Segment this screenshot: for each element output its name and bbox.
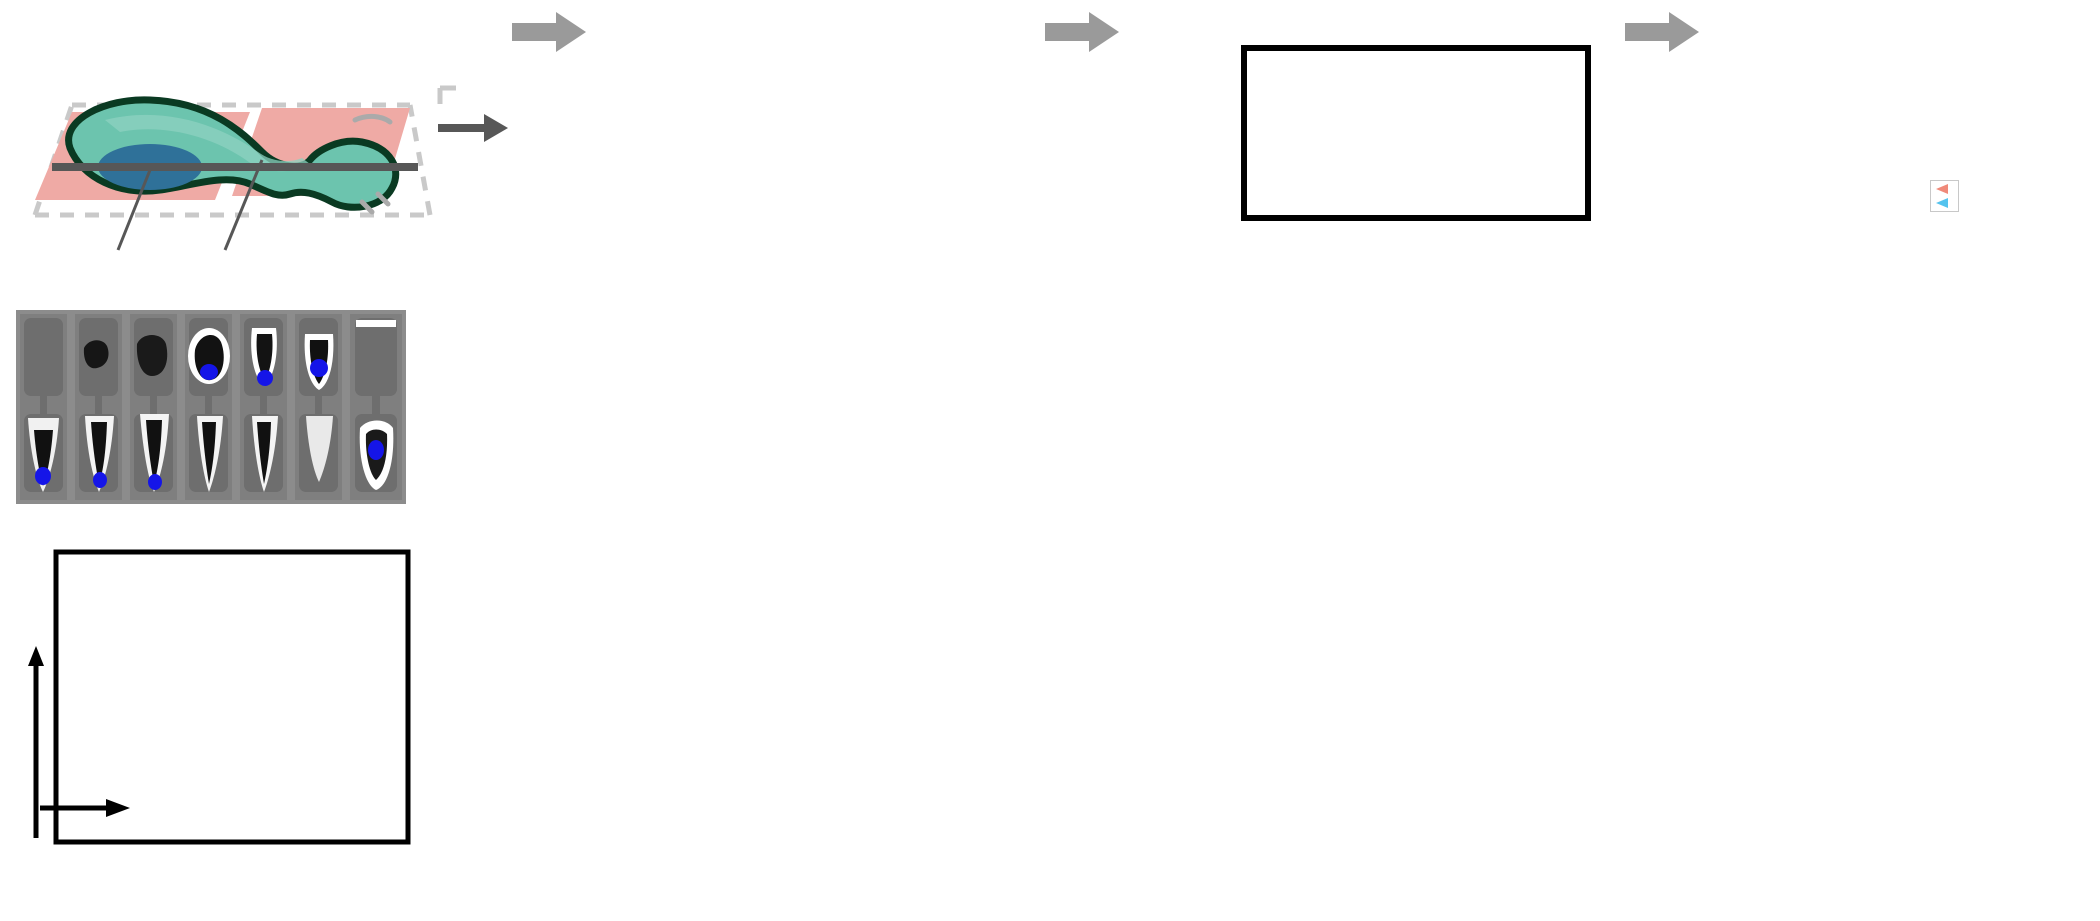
panelD-plot-3 [1810, 615, 2072, 775]
arrow-a-to-b [512, 12, 586, 52]
panelB-scatter-plot [660, 75, 1010, 271]
trajectory-grid [53, 549, 411, 845]
panelC-sim-traces [1241, 45, 1591, 221]
panelD-legend [1930, 180, 1959, 212]
arrow-c-to-d [1625, 12, 1699, 52]
panelD-plot-2 [1810, 345, 2072, 505]
deceleration-arrow-icon [1936, 198, 1948, 208]
cell-schematic [10, 60, 433, 260]
panelC-survival-plot [1262, 268, 1580, 460]
trajectory-axes-arrows [16, 600, 62, 840]
panelB-heatmap [660, 360, 1010, 570]
nucleus-leader [116, 169, 152, 251]
micrograph-strip [16, 310, 406, 504]
heatmap-colorbar [1047, 362, 1077, 568]
origin-leader [223, 159, 264, 251]
scale-bar [356, 320, 396, 327]
arrow-b-to-c [1045, 12, 1119, 52]
trajectory-t-arrow [40, 790, 132, 826]
panelC-velcorr-plot [1262, 580, 1580, 780]
x-axis-arrowhead [437, 85, 508, 146]
acceleration-arrow-icon [1936, 184, 1948, 194]
